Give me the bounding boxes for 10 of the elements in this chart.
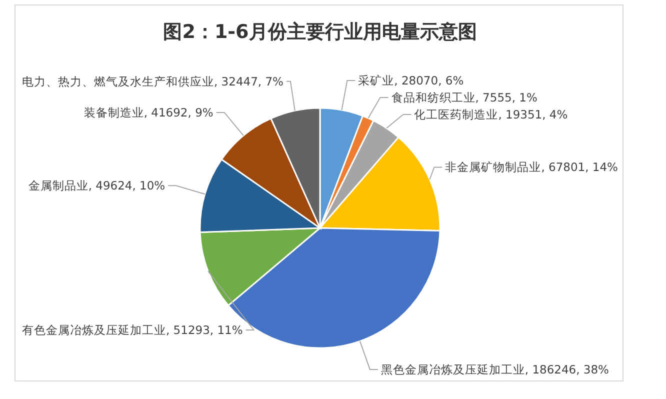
slice-label: 电力、热力、燃气及水生产和供应业, 32447, 7% (22, 74, 284, 88)
slice-label: 采矿业, 28070, 6% (358, 73, 464, 88)
slice-label: 非金属矿物制品业, 67801, 14% (445, 160, 618, 174)
slice-label: 装备制造业, 41692, 9% (84, 105, 214, 120)
slice-label: 有色金属冶炼及压延加工业, 51293, 11% (22, 323, 243, 337)
slice-label: 食品和纺织工业, 7555, 1% (391, 90, 538, 104)
slice-label: 金属制品业, 49624, 10% (28, 178, 166, 193)
slice-label: 黑色金属冶炼及压延加工业, 186246, 38% (380, 362, 610, 376)
chart-title: 图2：1-6月份主要行业用电量示意图 (163, 21, 477, 43)
slice-label: 化工医药制造业, 19351, 4% (414, 107, 568, 122)
